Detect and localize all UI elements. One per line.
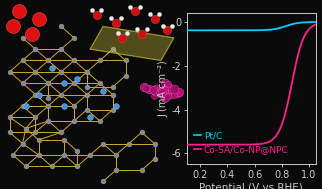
Co-SA/Co-NP@NPC [314, 23, 317, 26]
Pt/C [185, 29, 189, 31]
Pt/C [243, 29, 247, 31]
Pt/C [208, 29, 212, 31]
Polygon shape [90, 26, 174, 60]
Pt/C [282, 26, 286, 28]
Pt/C [261, 29, 265, 31]
X-axis label: Potential (V vs RHE): Potential (V vs RHE) [199, 183, 303, 189]
Pt/C [218, 29, 222, 31]
Co-SA/Co-NP@NPC [218, 144, 222, 146]
Line: Pt/C: Pt/C [187, 22, 316, 30]
Co-SA/Co-NP@NPC [243, 143, 247, 146]
Co-SA/Co-NP@NPC [282, 118, 286, 120]
Co-SA/Co-NP@NPC [261, 143, 265, 145]
Co-SA/Co-NP@NPC [271, 138, 275, 140]
Pt/C [314, 21, 317, 23]
Pt/C [271, 28, 275, 31]
Y-axis label: J (mA cm⁻²): J (mA cm⁻²) [159, 60, 169, 117]
Legend: Pt/C, Co-SA/Co-NP@NPC: Pt/C, Co-SA/Co-NP@NPC [194, 131, 289, 154]
Co-SA/Co-NP@NPC [185, 144, 189, 146]
Co-SA/Co-NP@NPC [208, 144, 212, 146]
Line: Co-SA/Co-NP@NPC: Co-SA/Co-NP@NPC [187, 25, 316, 145]
